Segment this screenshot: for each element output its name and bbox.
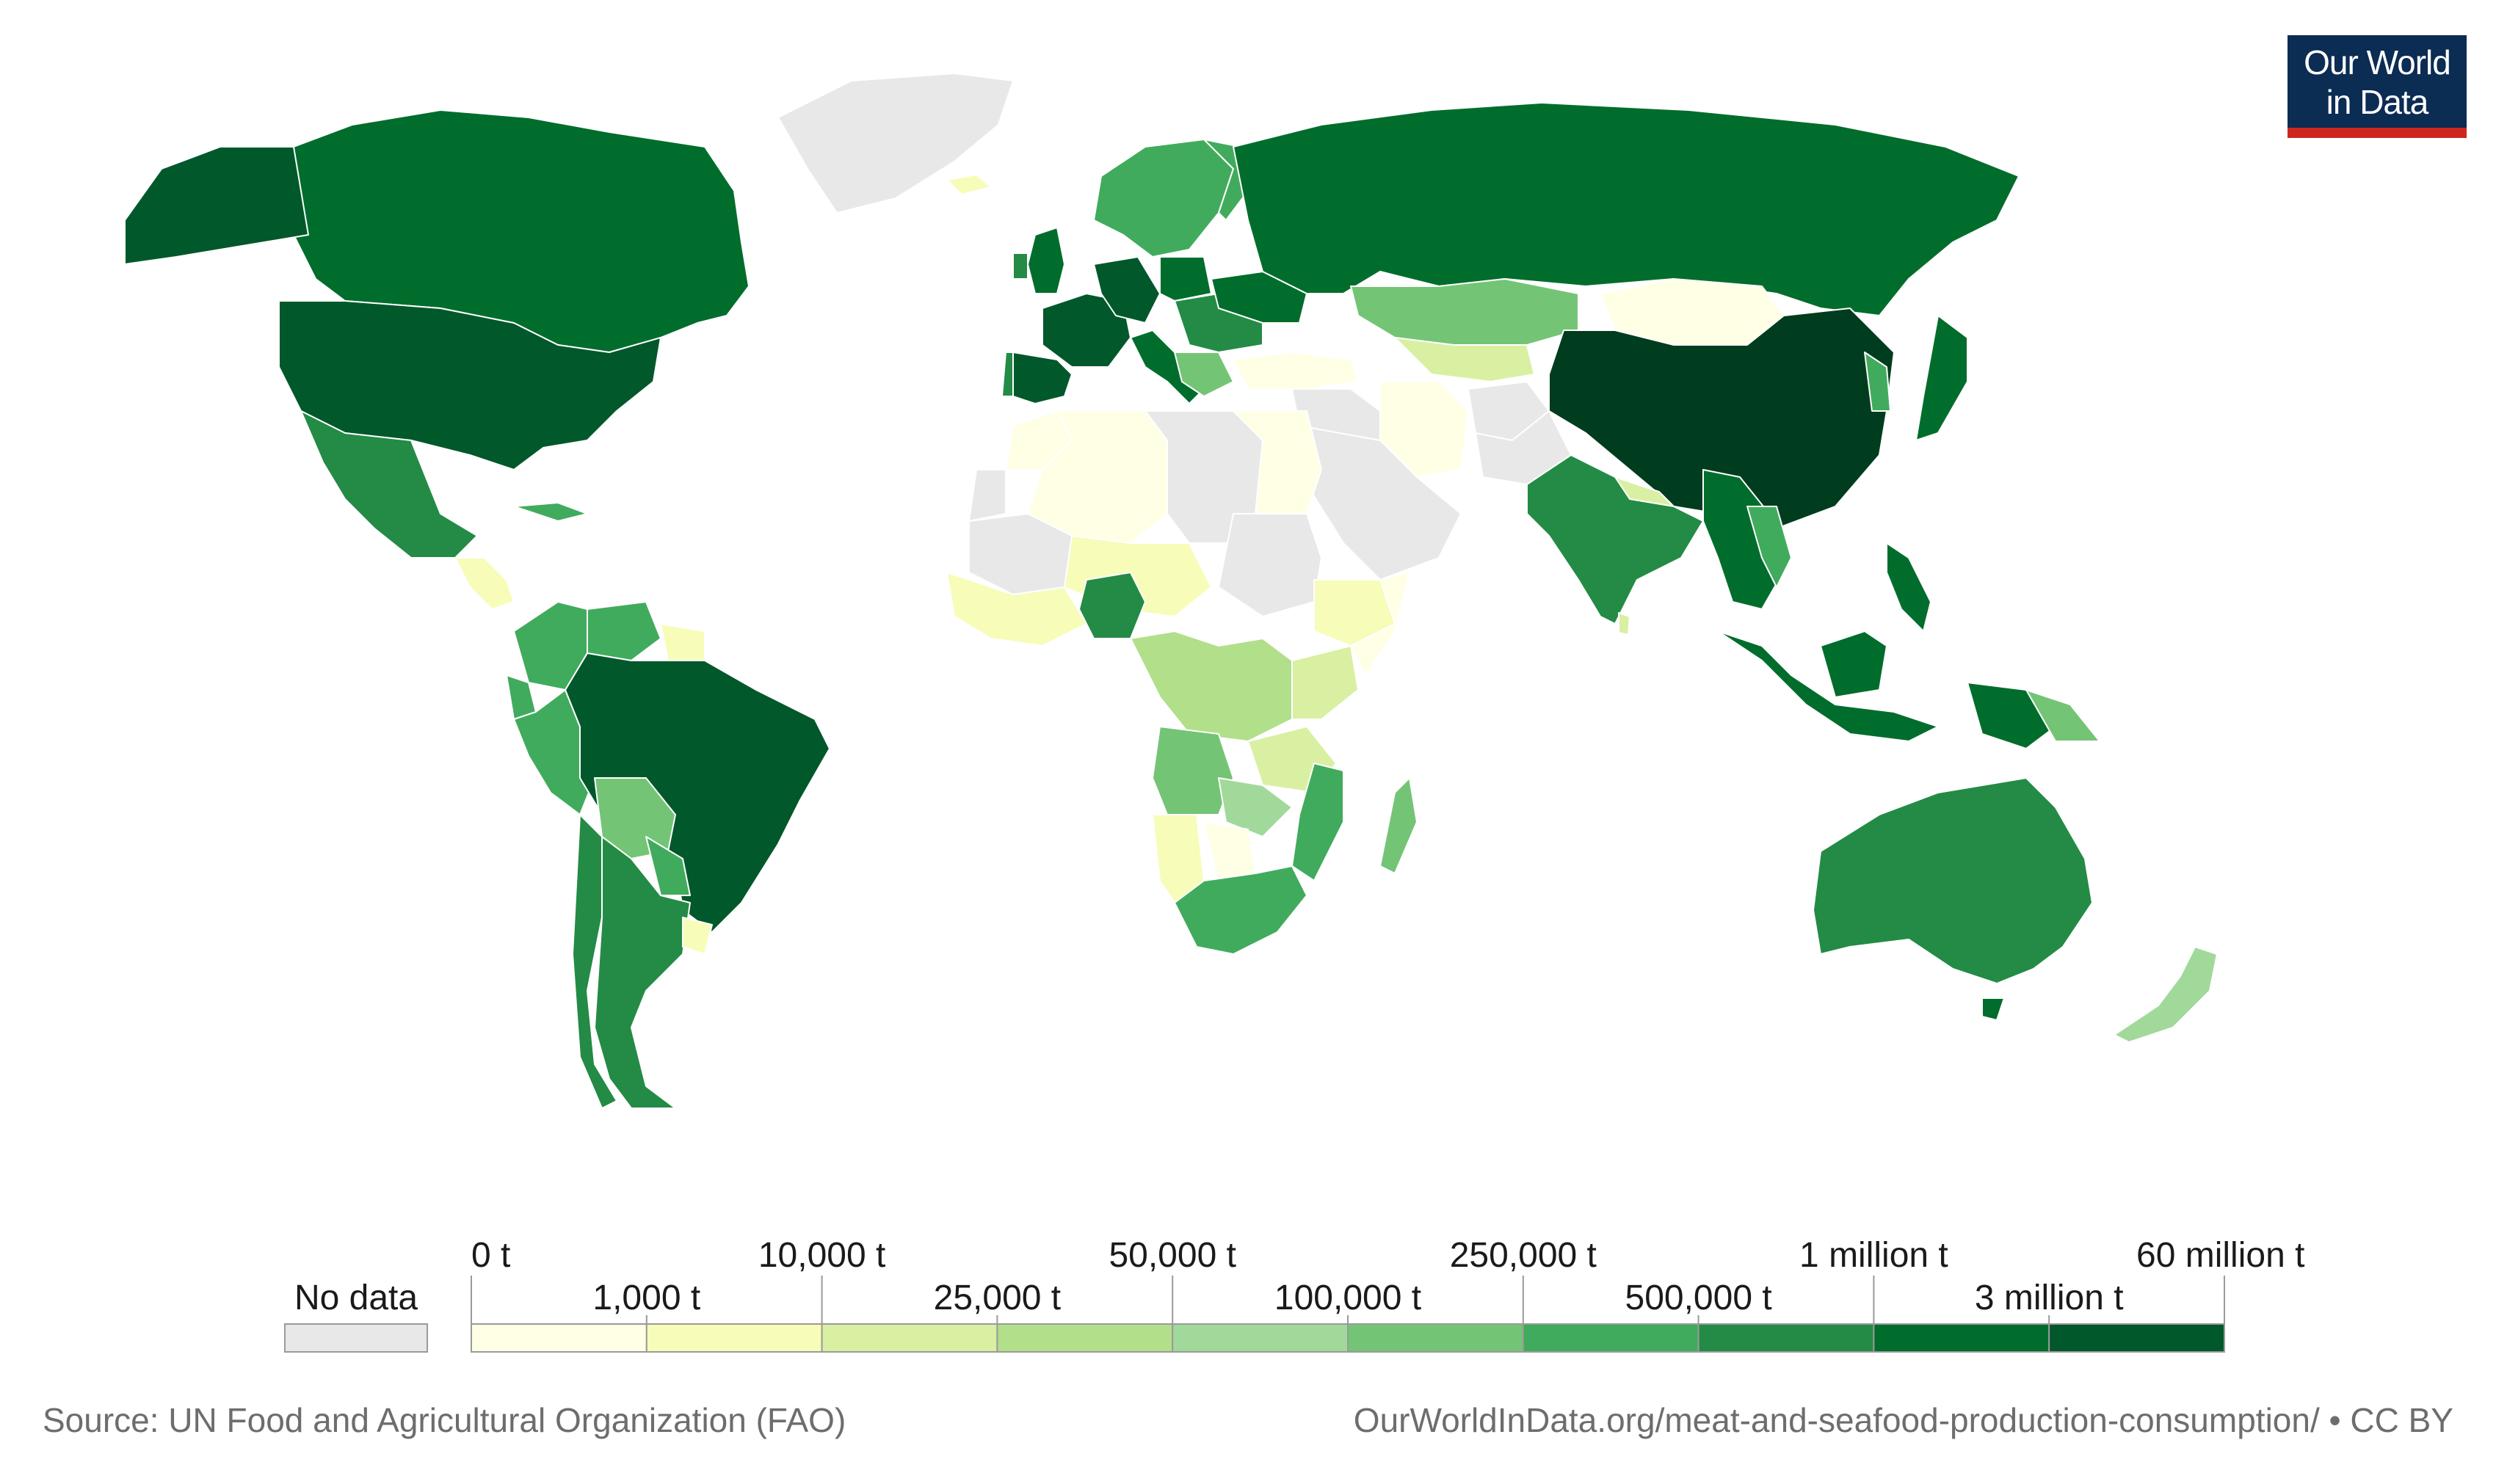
logo-line-2: in Data: [2326, 83, 2429, 121]
legend-label-6: 250,000 t: [1450, 1236, 1597, 1275]
country-botswana[interactable]: [1203, 821, 1256, 881]
legend-no-data-swatch: [284, 1323, 428, 1353]
country-scandinavia[interactable]: [1093, 139, 1234, 258]
country-germany[interactable]: [1093, 256, 1161, 324]
legend-swatch-8[interactable]: [1873, 1323, 2050, 1353]
country-korea[interactable]: [1864, 352, 1891, 412]
country-somalia[interactable]: [1350, 572, 1410, 676]
country-italy[interactable]: [1130, 330, 1205, 404]
legend-swatch-7[interactable]: [1697, 1323, 1875, 1353]
country-venezuela[interactable]: [587, 601, 661, 661]
country-balkans[interactable]: [1174, 352, 1234, 397]
country-paraguay[interactable]: [645, 836, 691, 896]
legend-label-5: 100,000 t: [1274, 1279, 1421, 1317]
legend-swatch-1[interactable]: [645, 1323, 823, 1353]
legend-no-data-label: No data: [294, 1279, 418, 1317]
legend-swatch-9[interactable]: [2048, 1323, 2225, 1353]
legend-label-9: 3 million t: [1975, 1279, 2124, 1317]
legend-swatch-3[interactable]: [996, 1323, 1174, 1353]
country-japan[interactable]: [1915, 315, 1968, 441]
logo-accent-bar: [2288, 128, 2467, 138]
map-legend: No data 0 t 1,000 t 10,000 t 25,000 t 50,000…: [284, 1236, 2304, 1353]
country-zambia[interactable]: [1218, 777, 1293, 837]
country-myanmar-sea[interactable]: [1702, 469, 1792, 610]
country-tasmania[interactable]: [1981, 997, 2005, 1021]
legend-swatch-5[interactable]: [1347, 1323, 1524, 1353]
country-france[interactable]: [1042, 293, 1131, 368]
country-madagascar[interactable]: [1379, 777, 1418, 874]
country-russia[interactable]: [1233, 102, 2020, 316]
country-borneo[interactable]: [1820, 630, 1887, 698]
country-portugal[interactable]: [1001, 352, 1014, 397]
legend-label-8: 1 million t: [1799, 1236, 1948, 1275]
country-turkey[interactable]: [1233, 352, 1359, 390]
source-note: Source: UN Food and Agricultural Organiz…: [43, 1401, 846, 1439]
country-thailand[interactable]: [1746, 506, 1792, 588]
country-mexico[interactable]: [300, 410, 478, 559]
country-guianas[interactable]: [660, 623, 705, 661]
owid-logo-text: Our World in Data: [2288, 43, 2467, 122]
country-philippines[interactable]: [1886, 542, 1931, 632]
country-uzbek-turkmen[interactable]: [1394, 337, 1535, 382]
country-china[interactable]: [1548, 308, 1895, 529]
country-usa-alaska[interactable]: [124, 146, 309, 265]
country-cuba[interactable]: [513, 502, 588, 522]
country-poland[interactable]: [1159, 256, 1212, 302]
country-uk[interactable]: [1027, 227, 1065, 294]
country-kenya[interactable]: [1291, 645, 1359, 720]
country-central-africa[interactable]: [1130, 630, 1293, 742]
country-ireland[interactable]: [1012, 252, 1028, 280]
country-nepal[interactable]: [1614, 476, 1675, 507]
country-uruguay[interactable]: [682, 917, 713, 955]
owid-logo[interactable]: Our World in Data: [2288, 35, 2467, 138]
country-greenland[interactable]: [777, 73, 1014, 214]
legend-label-4: 50,000 t: [1109, 1236, 1236, 1275]
country-argentina[interactable]: [594, 836, 691, 1109]
country-south-africa[interactable]: [1174, 865, 1307, 955]
country-sudan[interactable]: [1218, 513, 1322, 617]
country-nigeria[interactable]: [1078, 572, 1146, 639]
country-angola[interactable]: [1152, 726, 1234, 815]
country-mozambique[interactable]: [1291, 763, 1344, 881]
country-new-zealand[interactable]: [2114, 946, 2218, 1043]
country-central-america[interactable]: [454, 557, 515, 610]
country-australia[interactable]: [1813, 777, 2093, 984]
country-west-africa[interactable]: [946, 572, 1087, 647]
legend-label-3: 25,000 t: [934, 1279, 1061, 1317]
country-iceland[interactable]: [946, 174, 992, 195]
country-saudi-arabia[interactable]: [1299, 425, 1462, 581]
legend-label-2: 10,000 t: [758, 1236, 885, 1275]
legend-swatch-0[interactable]: [471, 1323, 647, 1353]
legend-label-1: 1,000 t: [592, 1279, 700, 1317]
country-kazakhstan[interactable]: [1350, 278, 1579, 346]
legend-swatch-6[interactable]: [1522, 1323, 1699, 1353]
country-malaysia-indonesia[interactable]: [1717, 630, 1939, 742]
legend-label-7: 500,000 t: [1625, 1279, 1772, 1317]
legend-swatch-4[interactable]: [1172, 1323, 1349, 1353]
legend-label-0: 0 t: [471, 1236, 510, 1275]
country-western-sahara[interactable]: [968, 469, 1006, 522]
country-sri-lanka[interactable]: [1618, 612, 1630, 636]
legend-label-end: 60 million t: [2136, 1236, 2304, 1275]
country-png[interactable]: [2025, 689, 2100, 742]
logo-line-1: Our World: [2304, 43, 2451, 81]
legend-swatch-2[interactable]: [821, 1323, 998, 1353]
source-url[interactable]: OurWorldInData.org/meat-and-seafood-prod…: [1353, 1401, 2453, 1439]
